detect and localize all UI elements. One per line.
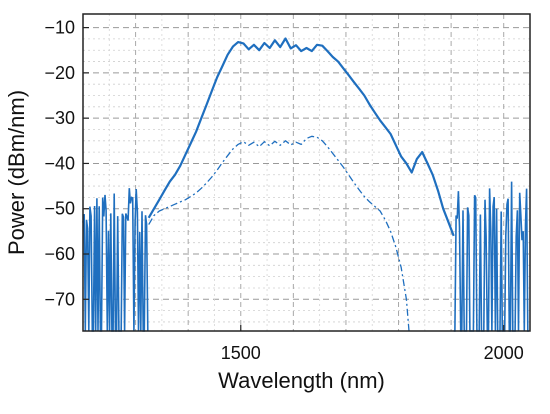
x-axis: 1500 2000 bbox=[221, 325, 524, 363]
y-axis: −10 −20 −30 −40 −50 −60 −70 bbox=[44, 18, 89, 309]
y-tick-label: −30 bbox=[44, 108, 75, 128]
series-group bbox=[147, 37, 455, 332]
x-tick-label: 2000 bbox=[484, 343, 524, 363]
x-axis-title: Wavelength (nm) bbox=[218, 368, 385, 393]
y-tick-label: −60 bbox=[44, 244, 75, 264]
y-tick-label: −20 bbox=[44, 63, 75, 83]
grid bbox=[83, 14, 530, 331]
series-line-dashdot bbox=[148, 135, 410, 332]
x-tick-label: 1500 bbox=[221, 343, 261, 363]
y-tick-label: −70 bbox=[44, 289, 75, 309]
y-tick-label: −50 bbox=[44, 199, 75, 219]
series-line-solid bbox=[147, 37, 455, 237]
y-axis-title: Power (dBm/nm) bbox=[4, 90, 29, 255]
y-tick-label: −40 bbox=[44, 153, 75, 173]
plot-frame bbox=[82, 13, 531, 332]
y-tick-label: −10 bbox=[44, 18, 75, 38]
